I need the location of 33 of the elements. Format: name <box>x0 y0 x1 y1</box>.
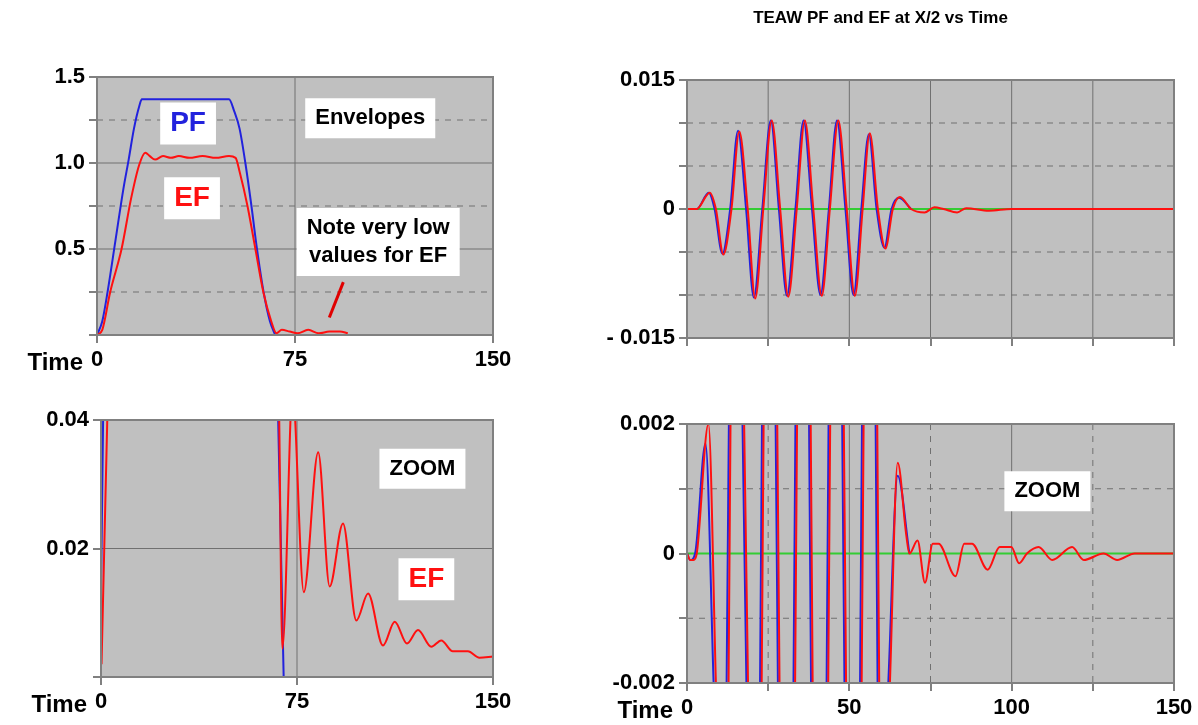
x-tick-label: 0 <box>94 688 108 714</box>
x-tick-label: 100 <box>993 694 1031 720</box>
annotation: ZOOM <box>1014 477 1081 503</box>
y-tick-label: 1.0 <box>54 149 85 175</box>
chart-title: TEAW PF and EF at X/2 vs Time <box>753 7 1008 27</box>
series-label: EF <box>174 180 210 212</box>
y-tick-label: 0.5 <box>54 235 85 261</box>
x-tick-label: 150 <box>1155 694 1193 720</box>
x-tick-label: 75 <box>284 688 310 714</box>
series-label: PF <box>170 106 206 138</box>
x-axis-title: Time <box>27 347 83 375</box>
y-tick-label: - 0.015 <box>606 324 675 350</box>
y-tick-label: 0.02 <box>46 534 89 560</box>
x-tick-label: 75 <box>282 346 308 372</box>
x-tick-label: 150 <box>474 346 512 372</box>
y-tick-label: -0.002 <box>612 669 675 695</box>
annotation: ZOOM <box>389 454 456 480</box>
x-axis-title: Time <box>31 689 87 717</box>
y-tick-label: 0 <box>662 195 675 221</box>
x-tick-label: 0 <box>680 694 694 720</box>
line-series <box>687 119 1174 300</box>
x-axis-title: Time <box>617 695 673 723</box>
y-tick-label: 0.04 <box>46 406 90 432</box>
y-tick-label: 0.002 <box>619 410 675 436</box>
y-tick-label: 0.015 <box>619 66 675 92</box>
line-series <box>97 98 277 335</box>
y-tick-label: 0 <box>662 539 675 565</box>
series-label: EF <box>408 562 445 594</box>
y-tick-label: 1.5 <box>54 63 85 89</box>
x-tick-label: 50 <box>837 694 862 720</box>
x-tick-label: 150 <box>474 688 512 714</box>
annotation: Note very low values for EF <box>306 214 451 268</box>
annotation: Envelopes <box>315 104 426 130</box>
